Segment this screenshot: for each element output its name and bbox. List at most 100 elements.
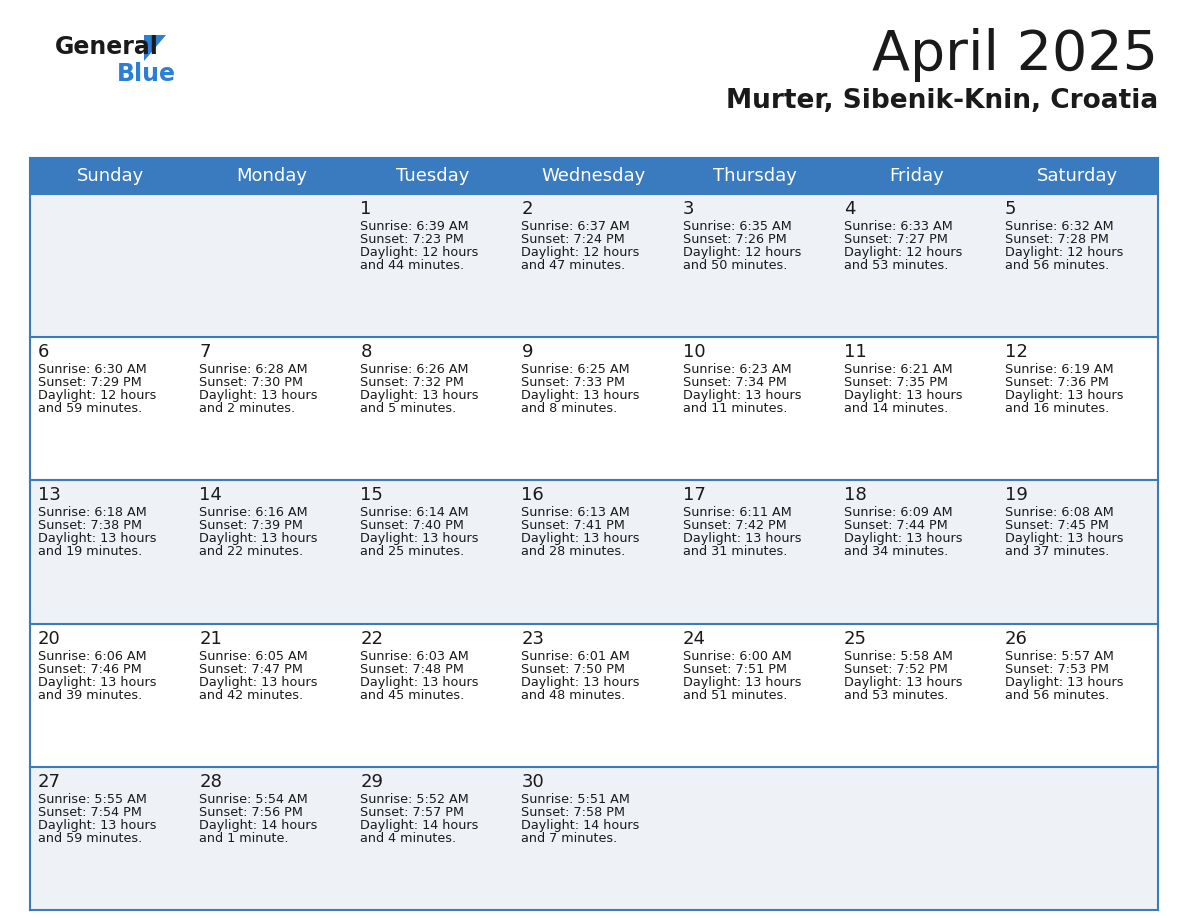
Text: and 19 minutes.: and 19 minutes. xyxy=(38,545,143,558)
Text: Wednesday: Wednesday xyxy=(542,167,646,185)
Text: and 22 minutes.: and 22 minutes. xyxy=(200,545,303,558)
Text: Sunrise: 5:52 AM: Sunrise: 5:52 AM xyxy=(360,793,469,806)
Text: Friday: Friday xyxy=(889,167,943,185)
Text: Daylight: 13 hours: Daylight: 13 hours xyxy=(360,676,479,688)
Text: 7: 7 xyxy=(200,343,210,361)
Text: Sunset: 7:38 PM: Sunset: 7:38 PM xyxy=(38,520,143,532)
Text: Sunset: 7:34 PM: Sunset: 7:34 PM xyxy=(683,376,786,389)
Text: Saturday: Saturday xyxy=(1037,167,1118,185)
Text: Daylight: 13 hours: Daylight: 13 hours xyxy=(200,676,317,688)
Bar xyxy=(30,194,1158,337)
Text: Sunset: 7:24 PM: Sunset: 7:24 PM xyxy=(522,233,625,246)
Text: Sunset: 7:48 PM: Sunset: 7:48 PM xyxy=(360,663,465,676)
Text: Sunset: 7:39 PM: Sunset: 7:39 PM xyxy=(200,520,303,532)
Text: and 25 minutes.: and 25 minutes. xyxy=(360,545,465,558)
Bar xyxy=(30,480,1158,623)
Text: 25: 25 xyxy=(843,630,867,647)
Text: Daylight: 13 hours: Daylight: 13 hours xyxy=(683,532,801,545)
Text: Sunrise: 6:01 AM: Sunrise: 6:01 AM xyxy=(522,650,630,663)
Text: 6: 6 xyxy=(38,343,50,361)
Text: Blue: Blue xyxy=(116,62,176,86)
Text: Sunrise: 6:35 AM: Sunrise: 6:35 AM xyxy=(683,220,791,233)
Text: Sunrise: 6:00 AM: Sunrise: 6:00 AM xyxy=(683,650,791,663)
Text: and 42 minutes.: and 42 minutes. xyxy=(200,688,303,701)
Text: Sunrise: 6:09 AM: Sunrise: 6:09 AM xyxy=(843,507,953,520)
Text: Daylight: 12 hours: Daylight: 12 hours xyxy=(1005,246,1123,259)
Text: Daylight: 12 hours: Daylight: 12 hours xyxy=(38,389,157,402)
Text: Tuesday: Tuesday xyxy=(396,167,469,185)
Text: Daylight: 14 hours: Daylight: 14 hours xyxy=(200,819,317,832)
Text: and 44 minutes.: and 44 minutes. xyxy=(360,259,465,272)
Text: Daylight: 12 hours: Daylight: 12 hours xyxy=(843,246,962,259)
Text: 29: 29 xyxy=(360,773,384,790)
Text: Monday: Monday xyxy=(236,167,308,185)
Text: Daylight: 12 hours: Daylight: 12 hours xyxy=(522,246,640,259)
Text: 10: 10 xyxy=(683,343,706,361)
Text: 9: 9 xyxy=(522,343,533,361)
Text: and 53 minutes.: and 53 minutes. xyxy=(843,688,948,701)
Text: Sunrise: 6:03 AM: Sunrise: 6:03 AM xyxy=(360,650,469,663)
Text: Sunrise: 6:06 AM: Sunrise: 6:06 AM xyxy=(38,650,146,663)
Text: 12: 12 xyxy=(1005,343,1028,361)
Text: Daylight: 13 hours: Daylight: 13 hours xyxy=(522,389,640,402)
Text: Sunset: 7:47 PM: Sunset: 7:47 PM xyxy=(200,663,303,676)
Text: Daylight: 13 hours: Daylight: 13 hours xyxy=(843,532,962,545)
Text: Daylight: 13 hours: Daylight: 13 hours xyxy=(683,389,801,402)
Text: 11: 11 xyxy=(843,343,866,361)
Text: Sunrise: 6:18 AM: Sunrise: 6:18 AM xyxy=(38,507,147,520)
Text: and 45 minutes.: and 45 minutes. xyxy=(360,688,465,701)
Text: Sunrise: 6:19 AM: Sunrise: 6:19 AM xyxy=(1005,364,1113,376)
Text: 28: 28 xyxy=(200,773,222,790)
Text: Sunset: 7:51 PM: Sunset: 7:51 PM xyxy=(683,663,786,676)
Text: and 1 minute.: and 1 minute. xyxy=(200,832,289,845)
Text: Daylight: 14 hours: Daylight: 14 hours xyxy=(360,819,479,832)
Text: Daylight: 13 hours: Daylight: 13 hours xyxy=(1005,676,1124,688)
Text: Sunrise: 5:55 AM: Sunrise: 5:55 AM xyxy=(38,793,147,806)
Text: Sunset: 7:54 PM: Sunset: 7:54 PM xyxy=(38,806,141,819)
Bar xyxy=(30,337,1158,480)
Text: Daylight: 13 hours: Daylight: 13 hours xyxy=(38,676,157,688)
Text: and 56 minutes.: and 56 minutes. xyxy=(1005,259,1110,272)
Text: Sunset: 7:28 PM: Sunset: 7:28 PM xyxy=(1005,233,1108,246)
Text: Sunrise: 5:51 AM: Sunrise: 5:51 AM xyxy=(522,793,631,806)
Text: Sunset: 7:41 PM: Sunset: 7:41 PM xyxy=(522,520,625,532)
Text: Sunrise: 6:28 AM: Sunrise: 6:28 AM xyxy=(200,364,308,376)
Text: Sunset: 7:32 PM: Sunset: 7:32 PM xyxy=(360,376,465,389)
Text: Sunrise: 6:32 AM: Sunrise: 6:32 AM xyxy=(1005,220,1113,233)
Text: Sunrise: 6:23 AM: Sunrise: 6:23 AM xyxy=(683,364,791,376)
Text: Sunrise: 6:30 AM: Sunrise: 6:30 AM xyxy=(38,364,147,376)
Text: Daylight: 13 hours: Daylight: 13 hours xyxy=(38,819,157,832)
Text: Daylight: 13 hours: Daylight: 13 hours xyxy=(843,389,962,402)
Text: 24: 24 xyxy=(683,630,706,647)
Text: Sunset: 7:23 PM: Sunset: 7:23 PM xyxy=(360,233,465,246)
Text: 18: 18 xyxy=(843,487,866,504)
Text: Sunset: 7:27 PM: Sunset: 7:27 PM xyxy=(843,233,948,246)
Text: Sunrise: 6:05 AM: Sunrise: 6:05 AM xyxy=(200,650,308,663)
Text: 22: 22 xyxy=(360,630,384,647)
Text: and 11 minutes.: and 11 minutes. xyxy=(683,402,786,415)
Text: Murter, Sibenik-Knin, Croatia: Murter, Sibenik-Knin, Croatia xyxy=(726,88,1158,114)
Text: Sunset: 7:45 PM: Sunset: 7:45 PM xyxy=(1005,520,1108,532)
Text: and 2 minutes.: and 2 minutes. xyxy=(200,402,296,415)
Text: Sunrise: 6:25 AM: Sunrise: 6:25 AM xyxy=(522,364,630,376)
Text: 8: 8 xyxy=(360,343,372,361)
Text: Sunset: 7:40 PM: Sunset: 7:40 PM xyxy=(360,520,465,532)
Text: 2: 2 xyxy=(522,200,533,218)
Text: Sunrise: 5:58 AM: Sunrise: 5:58 AM xyxy=(843,650,953,663)
Text: 17: 17 xyxy=(683,487,706,504)
Text: Sunset: 7:33 PM: Sunset: 7:33 PM xyxy=(522,376,625,389)
Text: 1: 1 xyxy=(360,200,372,218)
Text: Sunrise: 5:54 AM: Sunrise: 5:54 AM xyxy=(200,793,308,806)
Text: 30: 30 xyxy=(522,773,544,790)
Text: Sunset: 7:56 PM: Sunset: 7:56 PM xyxy=(200,806,303,819)
Text: and 59 minutes.: and 59 minutes. xyxy=(38,832,143,845)
Text: Daylight: 13 hours: Daylight: 13 hours xyxy=(843,676,962,688)
Text: Daylight: 14 hours: Daylight: 14 hours xyxy=(522,819,640,832)
Text: 4: 4 xyxy=(843,200,855,218)
Text: and 56 minutes.: and 56 minutes. xyxy=(1005,688,1110,701)
Text: Daylight: 13 hours: Daylight: 13 hours xyxy=(360,389,479,402)
Text: Daylight: 13 hours: Daylight: 13 hours xyxy=(522,676,640,688)
Text: Sunrise: 6:14 AM: Sunrise: 6:14 AM xyxy=(360,507,469,520)
Text: Sunrise: 6:16 AM: Sunrise: 6:16 AM xyxy=(200,507,308,520)
Text: Sunset: 7:26 PM: Sunset: 7:26 PM xyxy=(683,233,786,246)
